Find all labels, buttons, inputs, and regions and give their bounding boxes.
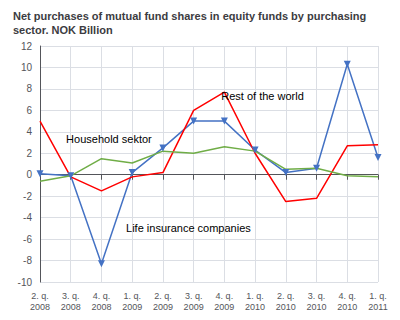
svg-text:3. q.: 3. q.: [185, 291, 203, 301]
svg-text:2011: 2011: [368, 302, 387, 312]
svg-text:4. q.: 4. q.: [216, 291, 234, 301]
svg-text:2008: 2008: [61, 302, 81, 312]
svg-text:1. q.: 1. q.: [246, 291, 264, 301]
svg-text:2009: 2009: [214, 302, 234, 312]
svg-text:2010: 2010: [245, 302, 265, 312]
svg-text:6: 6: [26, 105, 32, 116]
svg-text:2008: 2008: [30, 302, 50, 312]
svg-text:0: 0: [26, 169, 32, 180]
svg-text:Rest of the world: Rest of the world: [221, 90, 304, 102]
svg-text:sector. NOK Billion: sector. NOK Billion: [13, 24, 113, 36]
svg-text:2008: 2008: [91, 302, 111, 312]
svg-text:Household sektor: Household sektor: [66, 133, 152, 145]
svg-text:1. q.: 1. q.: [123, 291, 141, 301]
svg-text:Life insurance companies: Life insurance companies: [126, 222, 251, 234]
svg-text:3. q.: 3. q.: [308, 291, 326, 301]
svg-text:4: 4: [26, 126, 32, 137]
svg-text:2: 2: [26, 148, 32, 159]
svg-text:4. q.: 4. q.: [93, 291, 111, 301]
svg-text:1. q.: 1. q.: [369, 291, 387, 301]
svg-text:Net purchases of mutual fund s: Net purchases of mutual fund shares in e…: [13, 10, 366, 22]
svg-text:2010: 2010: [337, 302, 357, 312]
svg-text:4. q.: 4. q.: [339, 291, 357, 301]
svg-text:-8: -8: [23, 255, 32, 266]
svg-text:2009: 2009: [184, 302, 204, 312]
svg-text:-6: -6: [23, 234, 32, 245]
svg-text:-4: -4: [23, 212, 32, 223]
svg-text:-10: -10: [18, 277, 33, 288]
svg-text:8: 8: [26, 83, 32, 94]
svg-text:2. q.: 2. q.: [31, 291, 49, 301]
svg-text:2010: 2010: [276, 302, 296, 312]
svg-text:12: 12: [21, 41, 33, 52]
svg-text:-2: -2: [23, 191, 32, 202]
svg-text:2009: 2009: [153, 302, 173, 312]
svg-text:2010: 2010: [307, 302, 327, 312]
svg-text:2. q.: 2. q.: [277, 291, 295, 301]
svg-text:3. q.: 3. q.: [62, 291, 80, 301]
svg-text:2009: 2009: [122, 302, 142, 312]
svg-text:10: 10: [21, 62, 33, 73]
svg-text:2. q.: 2. q.: [154, 291, 172, 301]
